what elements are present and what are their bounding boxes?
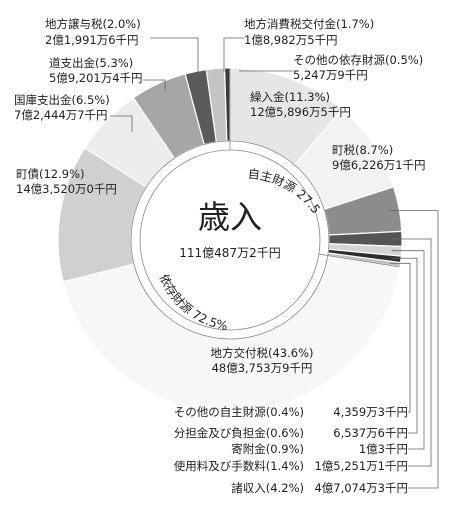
slice-amount-1: 9億6,226万1千円 (332, 158, 426, 172)
slice-amount-5: 6,537万6千円 (333, 426, 408, 440)
slice-label-8: 町債(12.9%) (16, 167, 85, 181)
slice-label-11: 地方譲与税(2.0%) (45, 17, 141, 31)
slice-label-12: 地方消費税交付金(1.7%) (244, 17, 374, 31)
slice-label-4: 寄附金(0.9%) (231, 442, 304, 456)
slice-amount-3: 1億5,251万1千円 (314, 459, 408, 473)
slice-amount-13: 5,247万9千円 (293, 68, 368, 82)
slice-amount-4: 1億3千円 (359, 442, 408, 456)
center-hole (139, 149, 321, 331)
slice-amount-0: 12億5,896万5千円 (250, 105, 351, 119)
leader-line-12 (223, 37, 244, 72)
slice-label-2: 諸収入(4.2%) (231, 481, 304, 495)
leader-line-5 (390, 257, 418, 434)
slice-label-5: 分担金及び負担金(0.6%) (174, 426, 304, 440)
slice-label-7: 地方交付税(43.6%) (210, 346, 313, 360)
group-divider-1 (318, 253, 400, 268)
slice-label-9: 国庫支出金(6.5%) (14, 93, 110, 107)
leader-line-9 (110, 115, 133, 132)
slice-amount-10: 5億9,201万4千円 (49, 71, 143, 85)
slice-label-1: 町税(8.7%) (332, 143, 393, 157)
leader-line-4 (391, 250, 425, 450)
slice-label-3: 使用料及び手数料(1.4%) (174, 459, 304, 473)
slice-label-6: その他の自主財源(0.4%) (174, 405, 304, 419)
leader-line-6 (390, 262, 411, 413)
slice-amount-7: 48億3,753万9千円 (212, 361, 313, 375)
slice-amount-11: 2億1,991万6千円 (45, 33, 139, 47)
slice-amount-9: 7億2,444万7千円 (14, 108, 108, 122)
leader-line-10 (143, 79, 166, 90)
donut-slices (57, 67, 403, 413)
leader-line-2 (389, 210, 439, 489)
center-label-group: 歳入 111億487万2千円 (179, 198, 280, 260)
slice-amount-2: 4億7,074万3千円 (314, 481, 408, 495)
center-total-value: 111億487万2千円 (179, 246, 280, 260)
leader-line-11 (150, 37, 199, 78)
leader-line-3 (391, 238, 432, 467)
leader-line-13 (239, 70, 293, 72)
slice-label-0: 繰入金(11.3%) (250, 90, 330, 104)
leader-lines (110, 37, 439, 489)
slice-labels: 繰入金(11.3%)12億5,896万5千円町税(8.7%)9億6,226万1千… (14, 17, 426, 495)
center-title: 歳入 (198, 198, 262, 236)
slice-label-10: 道支出金(5.3%) (49, 56, 133, 70)
slice-amount-12: 1億8,982万5千円 (244, 33, 338, 47)
slice-amount-6: 4,359万3千円 (333, 405, 408, 419)
slice-label-13: その他の依存財源(0.5%) (293, 53, 423, 67)
slice-amount-8: 14億3,520万0千円 (16, 182, 117, 196)
